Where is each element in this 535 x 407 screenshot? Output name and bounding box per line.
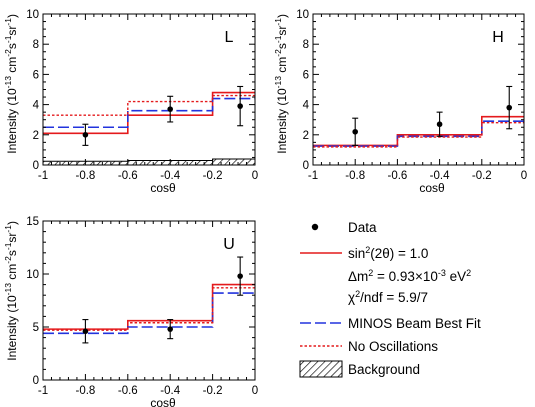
- panel-label: U: [223, 236, 235, 253]
- y-tick-label: 6: [33, 69, 39, 81]
- x-tick-label: 0: [252, 170, 258, 182]
- data-point: [436, 121, 443, 128]
- y-tick-label: 15: [26, 216, 39, 228]
- panel-u: -1 -0.8 -0.6 -0.4 -0.2 0 0 5 10 15 cosθ Intensity (…: [3, 216, 258, 407]
- x-tick-label: -0.6: [387, 170, 407, 182]
- x-tick-label: -0.4: [160, 385, 180, 397]
- y-tick-label: 6: [303, 69, 309, 81]
- background-histogram: [42, 158, 256, 166]
- data-point: [237, 103, 243, 109]
- y-tick-label: 10: [26, 269, 39, 281]
- x-tick-label: -0.4: [160, 170, 180, 182]
- x-tick-label: -0.2: [203, 385, 223, 397]
- data-point: [506, 104, 513, 111]
- data-point: [352, 128, 359, 135]
- x-axis-title: cosθ: [419, 181, 445, 195]
- x-tick-label: -0.8: [345, 170, 365, 182]
- data-point: [82, 328, 89, 335]
- y-tick-label: 10: [296, 9, 309, 21]
- y-tick-label: 5: [33, 322, 39, 334]
- best-fit-histogram: [313, 120, 524, 147]
- x-tick-label: -0.6: [118, 170, 138, 182]
- legend-data-label: Data: [348, 220, 377, 235]
- x-tick-label: -0.2: [203, 170, 223, 182]
- x-tick-label: -0.4: [430, 170, 450, 182]
- y-tick-label: 0: [33, 160, 39, 172]
- x-tick-label: -0.8: [75, 385, 95, 397]
- y-tick-label: 10: [26, 9, 39, 21]
- x-tick-label: 0: [252, 385, 258, 397]
- x-tick-label: -0.6: [118, 385, 138, 397]
- best-fit-histogram: [43, 292, 255, 335]
- data-point: [237, 273, 243, 279]
- data-point: [167, 326, 173, 332]
- panel-frame: [42, 220, 256, 381]
- x-tick-label: -0.2: [472, 170, 492, 182]
- x-axis-title: cosθ: [150, 396, 176, 407]
- data-point: [167, 106, 173, 112]
- legend-background-swatch: [299, 360, 343, 378]
- y-axis-title: Intensity (10-13 cm-2s-1sr-1): [273, 14, 289, 154]
- panel-h: -1 -0.8 -0.6 -0.4 -0.2 0 0 2 4 6 8 10 cosθ Intensity …: [273, 9, 527, 195]
- x-tick-label: 0: [521, 170, 527, 182]
- chart-panels: -1 -0.8 -0.6 -0.4 -0.2 0 0 2 4 6 8 10 cosθ Intensity …: [3, 9, 527, 407]
- legend-entry-best-fit: MINOS Beam Best Fit: [300, 316, 481, 331]
- no-oscillation-histogram: [43, 287, 255, 331]
- x-tick-label: -1: [38, 170, 48, 182]
- y-axis-title: Intensity (10-13 cm-2s-1sr-1): [3, 14, 19, 154]
- legend-chi2-label: χ2/ndf = 5.9/7: [348, 289, 428, 305]
- panel-l: -1 -0.8 -0.6 -0.4 -0.2 0 0 2 4 6 8 10 cosθ Intensity …: [3, 9, 258, 195]
- y-tick-label: 8: [33, 39, 39, 51]
- legend-entry-data: Data: [311, 220, 377, 235]
- legend-background-label: Background: [348, 362, 420, 377]
- x-tick-label: -1: [308, 170, 318, 182]
- legend-oscillation-label: sin2(2θ) = 1.0: [348, 245, 428, 261]
- legend-data-marker: [311, 223, 319, 231]
- legend-delta-m-label: Δm2 = 0.93×10-3 eV2: [348, 268, 471, 284]
- panel-frame: [42, 13, 256, 166]
- x-tick-label: -0.8: [75, 170, 95, 182]
- y-tick-label: 0: [303, 160, 309, 172]
- y-tick-label: 0: [33, 375, 39, 387]
- y-tick-label: 4: [33, 100, 40, 112]
- panel-label: L: [225, 29, 234, 46]
- no-oscillation-histogram: [43, 94, 255, 116]
- y-tick-label: 2: [303, 130, 309, 142]
- x-tick-label: -1: [38, 385, 48, 397]
- legend-best-fit-label: MINOS Beam Best Fit: [348, 316, 481, 331]
- panel-label: H: [492, 29, 504, 46]
- legend-entry-background: Background: [299, 360, 420, 378]
- legend-no-osc-label: No Oscillations: [348, 339, 438, 354]
- no-oscillation-histogram: [313, 122, 524, 148]
- data-point: [82, 132, 89, 138]
- y-tick-label: 2: [33, 130, 39, 142]
- y-axis-title: Intensity (10-13 cm-2s-1sr-1): [3, 221, 19, 361]
- chart-legend: Data sin2(2θ) = 1.0 Δm2 = 0.93×10-3 eV2 …: [299, 220, 481, 378]
- x-axis-title: cosθ: [150, 181, 176, 195]
- y-tick-label: 4: [303, 100, 310, 112]
- legend-entry-oscillation: sin2(2θ) = 1.0 Δm2 = 0.93×10-3 eV2 χ2/nd…: [300, 245, 471, 305]
- best-fit-histogram: [43, 97, 255, 129]
- legend-entry-no-oscillations: No Oscillations: [300, 339, 438, 354]
- y-tick-label: 8: [303, 39, 309, 51]
